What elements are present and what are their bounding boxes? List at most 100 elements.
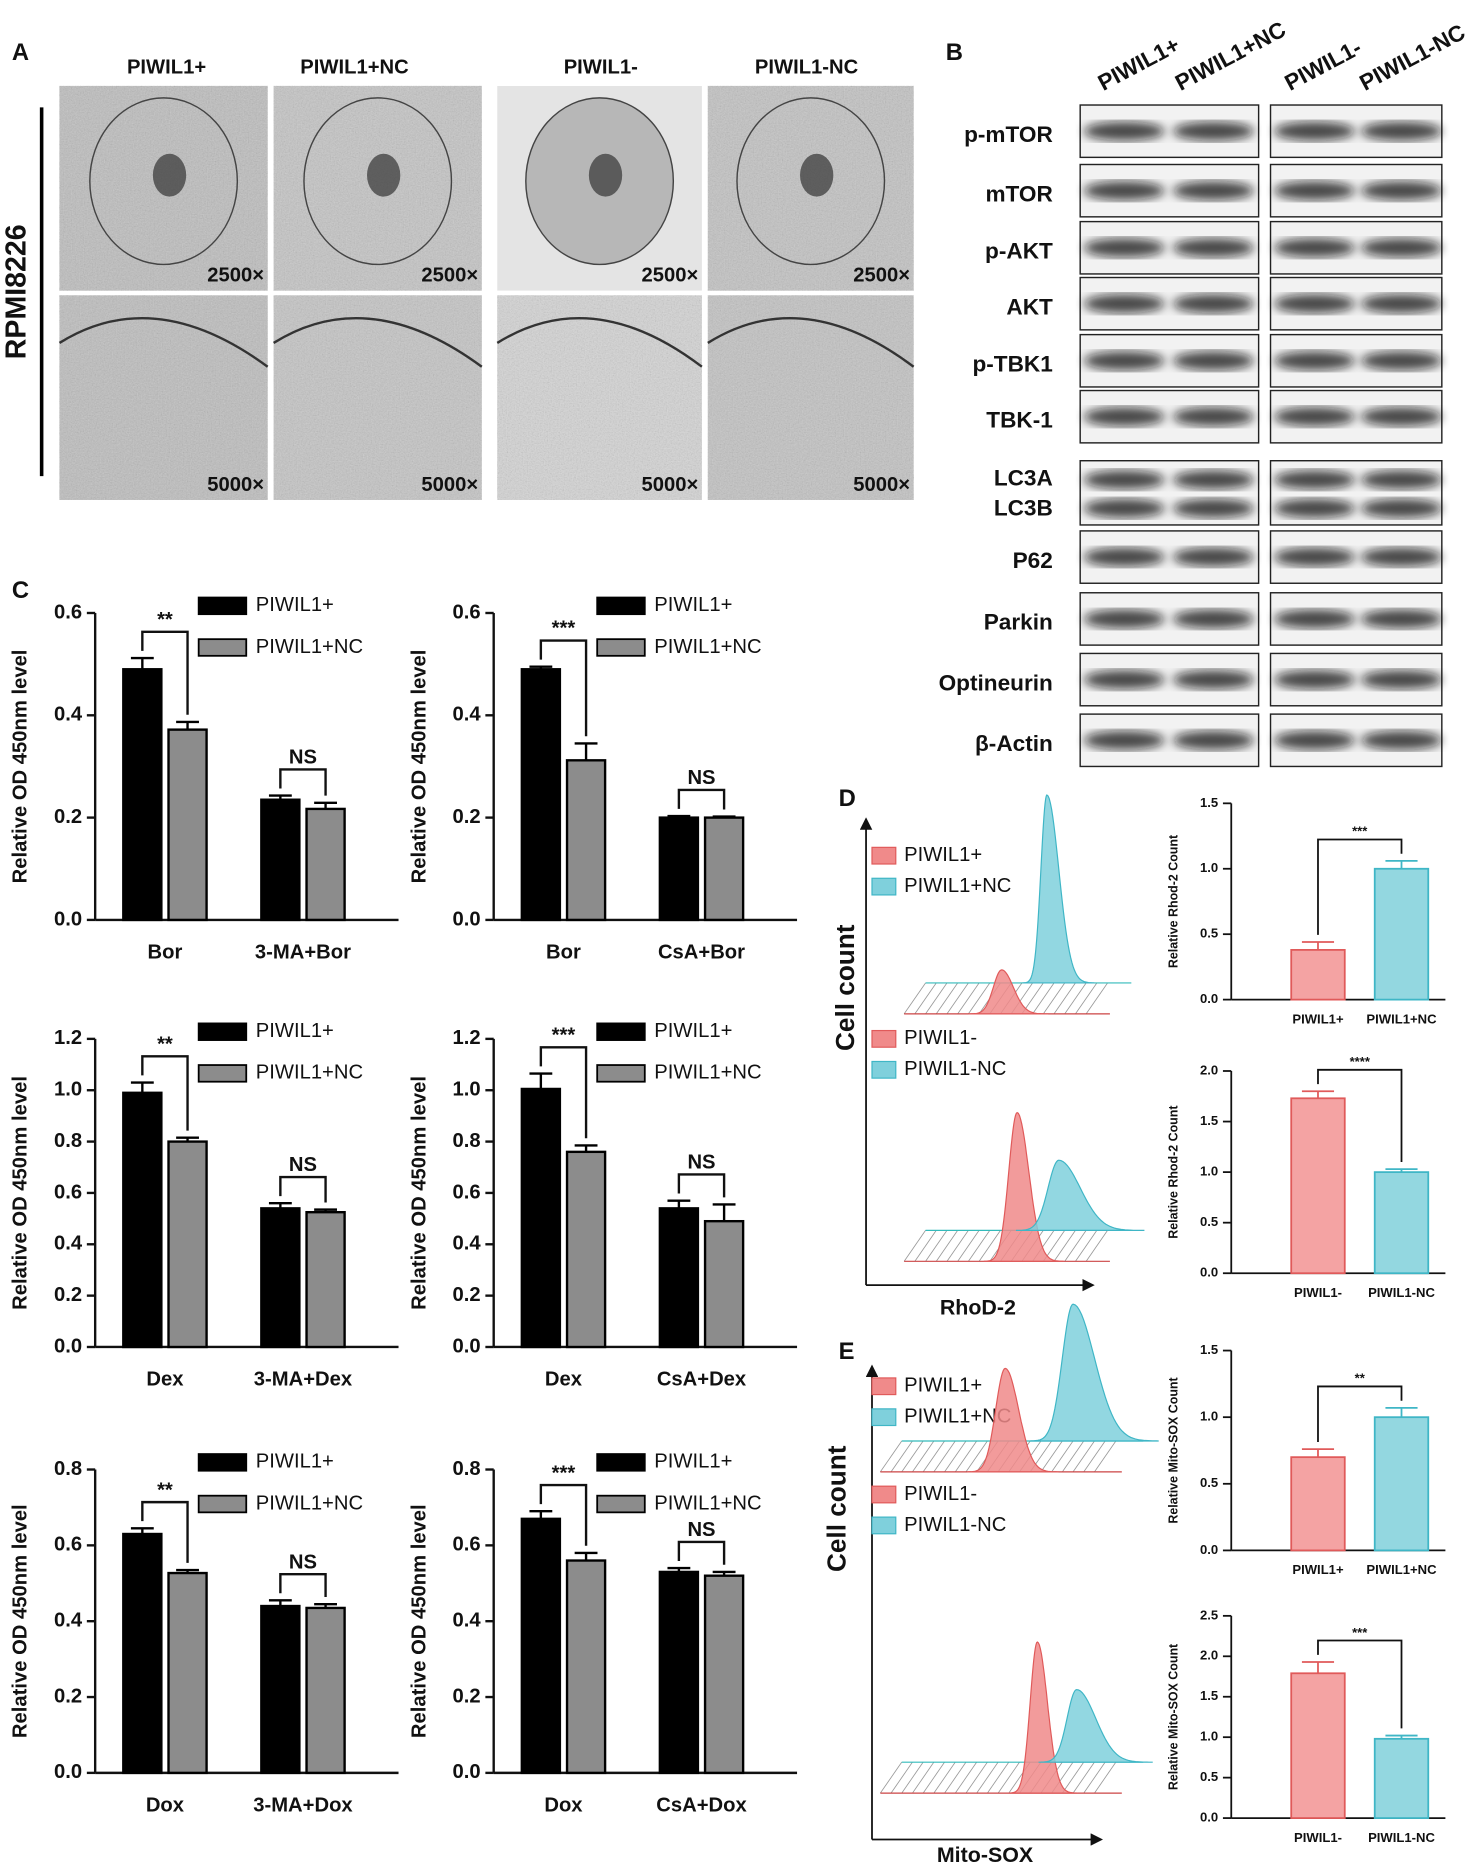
perspective-line — [879, 1761, 903, 1794]
y-tick-label: 0.8 — [54, 1458, 82, 1480]
nucleolus — [588, 153, 623, 197]
x-tick-label: PIWIL1+NC — [1366, 1562, 1437, 1577]
perspective-line — [1094, 1440, 1117, 1473]
micrograph-texture — [59, 295, 268, 500]
micrograph-texture — [273, 295, 482, 500]
histogram — [1008, 1641, 1078, 1794]
blot-band — [1083, 181, 1165, 201]
perspective-line — [978, 1230, 1001, 1262]
perspective-line — [903, 982, 926, 1015]
perspective-line — [1083, 1761, 1106, 1794]
perspective-line — [1064, 982, 1087, 1015]
column-header: PIWIL1- — [564, 56, 638, 78]
perspective-line — [903, 1230, 926, 1262]
significance-bracket — [1317, 1639, 1403, 1729]
x-tick-label: 3-MA+Dox — [253, 1795, 353, 1817]
legend-label: PIWIL1+ — [654, 1020, 732, 1042]
y-tick-label: 0.5 — [1200, 1475, 1218, 1490]
y-tick-label: 0.0 — [453, 908, 481, 930]
y-tick-label: 0.8 — [453, 1458, 481, 1480]
legend-swatch — [596, 596, 646, 616]
protein-label: Parkin — [984, 610, 1053, 635]
bar — [565, 759, 607, 922]
bar — [1290, 949, 1346, 1001]
bar — [260, 1207, 301, 1349]
perspective-line — [1085, 982, 1108, 1015]
y-tick-label: 1.0 — [453, 1079, 481, 1101]
magnification: 5000× — [207, 474, 264, 496]
bar — [122, 668, 163, 922]
legend-swatch — [871, 1060, 897, 1079]
significance-bracket — [141, 1055, 189, 1131]
perspective-line — [965, 1440, 988, 1473]
significance-bracket — [1317, 838, 1403, 935]
perspective-line — [1072, 1440, 1095, 1473]
perspective-line — [1032, 982, 1055, 1015]
lane-header: PIWIL1- — [1281, 35, 1366, 96]
perspective-line — [946, 982, 969, 1015]
blot-band — [1274, 121, 1355, 141]
x-tick-label: Dox — [146, 1795, 185, 1817]
significance-bracket — [1317, 1068, 1403, 1162]
perspective-line — [935, 982, 958, 1015]
bar — [1290, 1097, 1346, 1275]
perspective-line — [925, 982, 948, 1015]
significance-label: NS — [687, 1519, 715, 1541]
legend-swatch — [871, 1029, 897, 1048]
y-axis-label: Relative OD 450nm level — [408, 650, 430, 884]
x-tick-label: PIWIL1- — [1294, 1830, 1342, 1845]
x-tick-label: PIWIL1- — [1294, 1285, 1342, 1300]
x-tick-label: Bor — [546, 942, 581, 964]
legend-swatch — [197, 1494, 248, 1514]
histogram — [1015, 1159, 1145, 1232]
blot-band — [1360, 121, 1442, 141]
magnification: 5000× — [642, 474, 699, 496]
perspective-line — [912, 1440, 935, 1473]
histogram — [968, 969, 1049, 1015]
perspective-line — [968, 1230, 991, 1262]
blot-band — [1274, 730, 1355, 750]
y-axis-label: Relative OD 450nm level — [408, 1504, 430, 1738]
blot-band — [1360, 547, 1442, 567]
nucleolus — [367, 153, 401, 197]
legend-label: PIWIL1+NC — [904, 875, 1011, 897]
perspective-line — [933, 1761, 956, 1794]
micrograph-texture — [707, 295, 914, 500]
nucleolus — [152, 153, 187, 197]
legend-swatch — [197, 1022, 248, 1041]
y-axis-label: Relative OD 450nm level — [10, 1504, 32, 1738]
perspective-line — [1040, 1440, 1063, 1473]
bar — [1373, 867, 1430, 1001]
lane-header: PIWIL1-NC — [1356, 19, 1468, 95]
y-tick-label: 1.0 — [1200, 1409, 1218, 1424]
perspective-line — [1051, 1440, 1074, 1473]
bar — [305, 1211, 346, 1349]
y-tick-label: 0.0 — [54, 1335, 82, 1357]
perspective-line — [987, 1761, 1010, 1794]
lane-header: PIWIL1+NC — [1171, 17, 1290, 96]
blot-band — [1360, 670, 1442, 690]
magnification: 5000× — [421, 474, 478, 496]
blot-band — [1083, 351, 1165, 371]
membrane — [707, 317, 915, 368]
axis-label: Cell count — [830, 924, 860, 1051]
histogram — [967, 1367, 1059, 1473]
perspective-line — [935, 1230, 958, 1262]
legend-label: PIWIL1+ — [654, 594, 732, 616]
perspective-line — [901, 1761, 924, 1794]
y-tick-label: 0.5 — [1200, 926, 1218, 941]
perspective-line — [879, 1440, 903, 1473]
blot-band — [1083, 238, 1165, 258]
blot-band — [1274, 609, 1355, 629]
bar — [1373, 1416, 1430, 1552]
significance-bracket — [539, 639, 588, 737]
significance-label: NS — [289, 1551, 317, 1573]
protein-label: LC3A — [994, 466, 1053, 491]
perspective-line — [1061, 1440, 1085, 1473]
legend-swatch — [197, 1064, 248, 1083]
y-tick-label: 0.8 — [453, 1130, 481, 1152]
bar — [658, 816, 700, 922]
blot-band — [1172, 670, 1254, 690]
cell — [303, 97, 453, 266]
protein-label: p-mTOR — [964, 122, 1053, 147]
